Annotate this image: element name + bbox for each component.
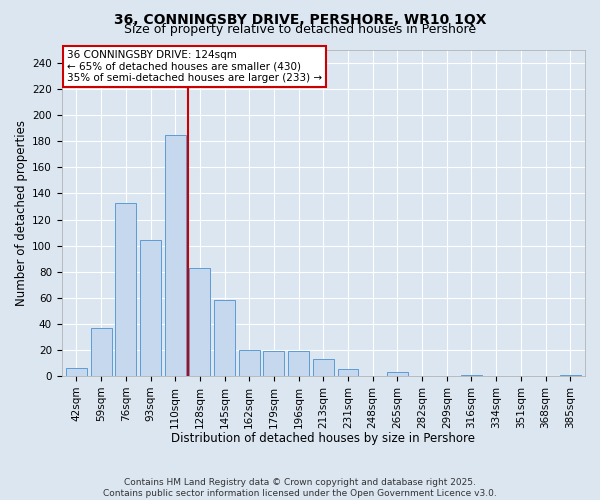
Bar [560, 374, 581, 376]
Bar [387, 372, 408, 376]
Text: Contains HM Land Registry data © Crown copyright and database right 2025.
Contai: Contains HM Land Registry data © Crown c… [103, 478, 497, 498]
Bar [239, 350, 260, 376]
Bar [461, 374, 482, 376]
Text: 36 CONNINGSBY DRIVE: 124sqm
← 65% of detached houses are smaller (430)
35% of se: 36 CONNINGSBY DRIVE: 124sqm ← 65% of det… [67, 50, 322, 83]
Bar [91, 328, 112, 376]
Bar [190, 268, 211, 376]
Text: Size of property relative to detached houses in Pershore: Size of property relative to detached ho… [124, 22, 476, 36]
X-axis label: Distribution of detached houses by size in Pershore: Distribution of detached houses by size … [172, 432, 475, 445]
Bar [165, 135, 185, 376]
Bar [66, 368, 87, 376]
Bar [214, 300, 235, 376]
Bar [338, 370, 358, 376]
Bar [115, 202, 136, 376]
Bar [263, 351, 284, 376]
Y-axis label: Number of detached properties: Number of detached properties [15, 120, 28, 306]
Bar [288, 351, 309, 376]
Text: 36, CONNINGSBY DRIVE, PERSHORE, WR10 1QX: 36, CONNINGSBY DRIVE, PERSHORE, WR10 1QX [114, 12, 486, 26]
Bar [313, 359, 334, 376]
Bar [140, 240, 161, 376]
